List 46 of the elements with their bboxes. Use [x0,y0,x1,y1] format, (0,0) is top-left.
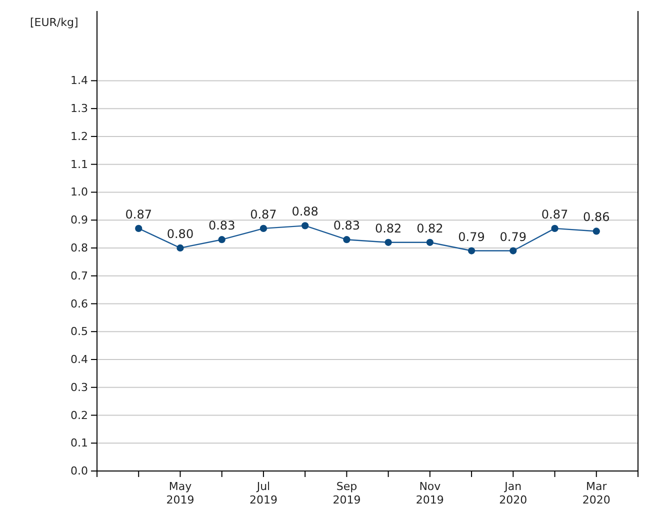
data-label: 0.79 [500,230,527,244]
y-tick-label: 1.0 [70,186,88,199]
point [260,224,268,232]
point [468,247,476,254]
y-tick-label: 0.4 [70,353,88,366]
x-tick-label: May 2019 [166,480,194,507]
data-label: 0.87 [125,207,152,222]
y-tick-label: 0.1 [70,436,88,450]
point [426,238,434,246]
x-tick-label: Sep 2019 [332,480,361,507]
x-tick-label: Nov 2019 [416,480,444,507]
x-tick-label: Mar 2020 [582,480,610,507]
y-tick-label: 0.9 [70,214,88,227]
y-tick-label: 1.1 [70,158,88,171]
data-label: 0.83 [208,218,236,233]
data-label: 0.82 [374,221,402,236]
data-label: 0.87 [250,207,277,222]
y-tick-label: 0.2 [70,408,88,422]
y-tick-label: 0.0 [70,464,88,478]
x-tick-label: Jan 2020 [499,480,528,507]
point [176,244,184,252]
y-tick-label: 0.5 [70,325,88,338]
data-label: 0.87 [541,207,568,222]
data-label: 0.83 [333,218,360,233]
y-tick-label: 1.3 [70,102,88,116]
data-label: 0.82 [416,221,444,236]
data-label: 0.86 [583,210,610,224]
y-tick-label: 0.3 [70,380,88,394]
point [384,238,392,246]
point [135,224,142,232]
data-label: 0.79 [458,230,485,244]
y-tick-label: 0.8 [70,241,88,254]
data-label: 0.80 [166,226,194,241]
point [510,247,517,254]
point [302,222,309,230]
y-tick-label: 0.7 [70,269,88,282]
point [343,236,350,244]
y-tick-label: 1.2 [70,130,88,143]
y-axis-title: [EUR/kg] [30,16,78,29]
y-tick-label: 0.6 [70,297,88,310]
y-tick-label: 1.4 [70,74,88,88]
point [551,224,558,232]
data-label: 0.88 [292,204,318,219]
x-tick-label: Jul 2019 [249,480,278,507]
point [218,236,226,244]
point [592,228,600,235]
